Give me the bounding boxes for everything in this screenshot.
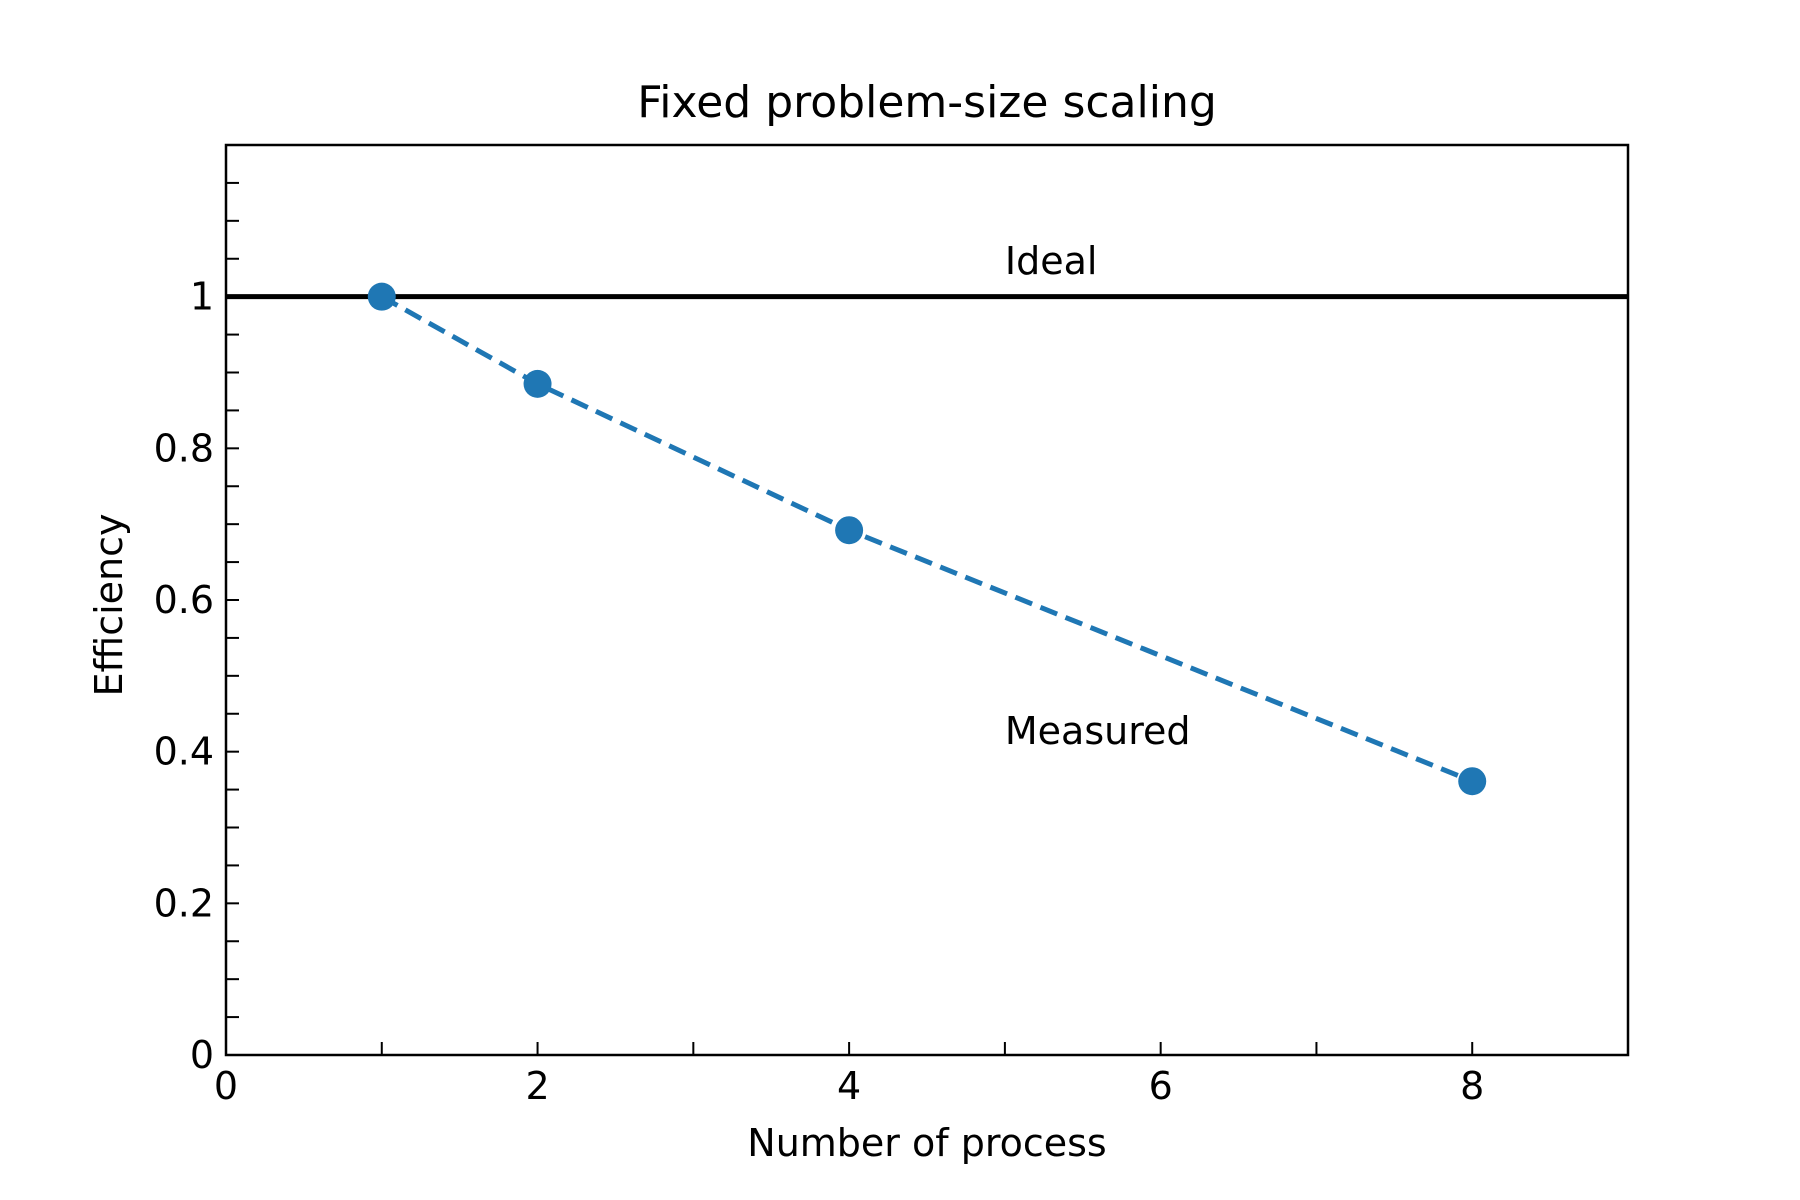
x-tick-label: 2 (525, 1064, 549, 1108)
plot-frame (224, 143, 1630, 1057)
y-tick-label: 1 (190, 275, 214, 319)
x-tick-label: 4 (837, 1064, 861, 1108)
ideal-annotation: Ideal (1005, 239, 1098, 283)
y-tick-label: 0 (190, 1033, 214, 1077)
x-axis-label: Number of process (747, 1121, 1106, 1165)
measured-point (367, 282, 396, 311)
y-axis-label: Efficiency (87, 513, 131, 696)
measured-point (523, 369, 552, 398)
measured-annotation: Measured (1005, 709, 1191, 753)
measured-line (380, 294, 1474, 784)
x-tick-label: 8 (1460, 1064, 1484, 1108)
measured-point (835, 516, 864, 545)
chart-title: Fixed problem-size scaling (637, 77, 1217, 128)
y-tick-label: 0.2 (154, 881, 214, 925)
y-tick-label: 0.4 (154, 730, 214, 774)
y-tick-label: 0.6 (154, 578, 214, 622)
plot-area: 0 2 4 6 8 0 0.2 0.4 0.6 0.8 1 Ideal Measured (154, 143, 1630, 1108)
measured-point (1458, 767, 1487, 796)
x-tick-label: 0 (214, 1064, 238, 1108)
x-tick-label: 6 (1149, 1064, 1173, 1108)
y-tick-label: 0.8 (154, 426, 214, 470)
